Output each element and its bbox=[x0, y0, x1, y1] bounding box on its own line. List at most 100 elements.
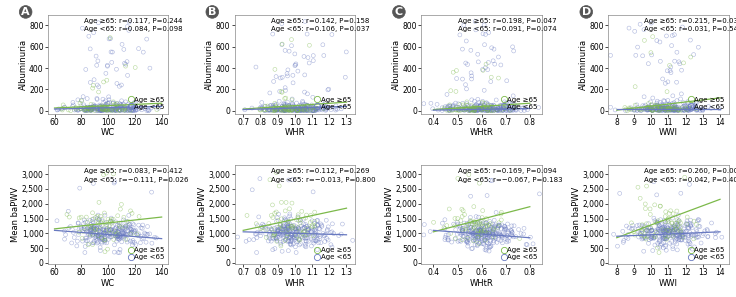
Point bbox=[88, 223, 100, 228]
Point bbox=[465, 103, 477, 108]
Point bbox=[136, 108, 148, 112]
Point bbox=[675, 108, 687, 113]
Point bbox=[659, 236, 671, 241]
Point bbox=[271, 237, 283, 241]
Point bbox=[671, 247, 683, 252]
Point bbox=[668, 107, 679, 112]
Point bbox=[480, 108, 492, 113]
Point bbox=[93, 236, 105, 240]
Point bbox=[684, 104, 696, 109]
Point bbox=[473, 225, 485, 229]
Point bbox=[322, 87, 334, 92]
Point bbox=[299, 105, 311, 110]
Point bbox=[129, 240, 141, 245]
Point bbox=[111, 103, 123, 108]
Point bbox=[76, 227, 88, 232]
Point bbox=[263, 221, 275, 226]
Point bbox=[99, 236, 111, 241]
Point bbox=[506, 105, 518, 110]
Point bbox=[487, 240, 499, 245]
Point bbox=[470, 108, 481, 113]
Point bbox=[137, 223, 149, 228]
Point bbox=[275, 106, 286, 111]
Point bbox=[506, 45, 518, 49]
Point bbox=[130, 108, 141, 112]
Point bbox=[110, 233, 121, 238]
Point bbox=[636, 234, 648, 239]
Point bbox=[103, 224, 115, 229]
Point bbox=[484, 227, 496, 232]
Point bbox=[650, 220, 662, 225]
Point bbox=[683, 105, 695, 110]
Text: A: A bbox=[21, 7, 30, 17]
Point bbox=[657, 246, 669, 250]
Point bbox=[482, 108, 494, 113]
Point bbox=[97, 238, 109, 242]
Point bbox=[113, 224, 125, 228]
Point bbox=[92, 233, 104, 238]
Point bbox=[305, 229, 316, 234]
Point bbox=[643, 108, 655, 112]
Point bbox=[85, 227, 96, 232]
Point bbox=[651, 108, 663, 113]
Point bbox=[447, 70, 459, 75]
Point bbox=[271, 108, 283, 113]
Point bbox=[288, 104, 300, 109]
Point bbox=[70, 105, 82, 110]
Point bbox=[291, 101, 302, 105]
Point bbox=[679, 108, 690, 113]
Point bbox=[99, 228, 110, 233]
Point bbox=[116, 202, 127, 207]
Point bbox=[441, 92, 453, 97]
Point bbox=[689, 102, 701, 107]
Point bbox=[285, 228, 297, 233]
Point bbox=[651, 221, 663, 225]
Point bbox=[641, 184, 653, 189]
Point bbox=[640, 237, 652, 241]
Point bbox=[285, 239, 297, 244]
Point bbox=[310, 105, 322, 110]
Point bbox=[495, 212, 507, 217]
Point bbox=[471, 106, 483, 110]
Point bbox=[472, 234, 484, 239]
Point bbox=[644, 105, 656, 110]
Point bbox=[88, 30, 99, 35]
Point bbox=[637, 107, 648, 112]
Point bbox=[254, 176, 266, 181]
Point bbox=[99, 235, 110, 240]
Point bbox=[454, 106, 466, 111]
Point bbox=[470, 108, 482, 113]
Point bbox=[278, 226, 290, 231]
Point bbox=[121, 240, 133, 244]
Point bbox=[283, 104, 295, 109]
Point bbox=[287, 80, 299, 85]
Point bbox=[442, 105, 453, 109]
Point bbox=[450, 107, 462, 112]
Point bbox=[481, 106, 493, 111]
Point bbox=[74, 216, 85, 220]
Point bbox=[482, 67, 494, 72]
Point bbox=[79, 227, 91, 231]
Point bbox=[659, 231, 670, 236]
Point bbox=[283, 229, 295, 234]
Point bbox=[306, 218, 318, 223]
Point bbox=[267, 233, 279, 237]
Point bbox=[488, 232, 500, 237]
Point bbox=[476, 241, 488, 246]
Point bbox=[95, 108, 107, 113]
Point bbox=[619, 105, 631, 110]
Point bbox=[119, 108, 131, 112]
Point bbox=[461, 86, 473, 91]
Point bbox=[664, 228, 676, 233]
Point bbox=[668, 105, 679, 110]
Point bbox=[283, 108, 294, 113]
Point bbox=[104, 235, 116, 239]
Point bbox=[303, 43, 315, 48]
Point bbox=[100, 107, 112, 112]
Point bbox=[697, 108, 709, 112]
Point bbox=[267, 247, 279, 252]
Point bbox=[290, 239, 302, 244]
Point bbox=[113, 230, 125, 234]
Point bbox=[654, 59, 666, 64]
Point bbox=[326, 32, 338, 37]
